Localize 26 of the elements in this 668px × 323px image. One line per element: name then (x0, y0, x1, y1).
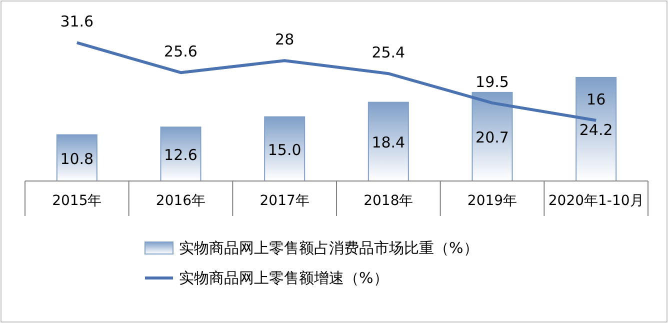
legend-label: 实物商品网上零售额占消费品市场比重（%） (179, 239, 478, 257)
bar (56, 134, 98, 182)
data-label: 10.8 (60, 150, 94, 168)
x-tick-label: 2015年 (52, 193, 102, 209)
bar (264, 116, 306, 182)
data-label: 31.6 (60, 12, 94, 31)
data-label: 16 (586, 90, 606, 108)
bar (160, 126, 202, 182)
bar (472, 92, 513, 182)
data-label: 12.6 (164, 146, 198, 164)
data-label: 15.0 (268, 140, 302, 159)
legend-label: 实物商品网上零售额增速（%） (179, 269, 388, 287)
x-tick-label: 2019年 (467, 193, 518, 209)
data-label: 19.5 (476, 72, 509, 91)
x-tick-label: 2017年 (260, 193, 310, 209)
data-label: 18.4 (372, 134, 406, 152)
x-tick-label: 2018年 (364, 193, 414, 209)
data-label: 25.6 (164, 42, 198, 61)
bar (368, 102, 409, 182)
data-label: 28 (275, 30, 294, 49)
data-label: 25.4 (372, 44, 406, 62)
data-label: 20.7 (476, 128, 509, 147)
data-label: 24.2 (579, 121, 613, 140)
x-tick-label: 2016年 (156, 193, 206, 209)
bar (576, 76, 617, 182)
x-tick-label: 2020年1-10月 (548, 193, 644, 209)
